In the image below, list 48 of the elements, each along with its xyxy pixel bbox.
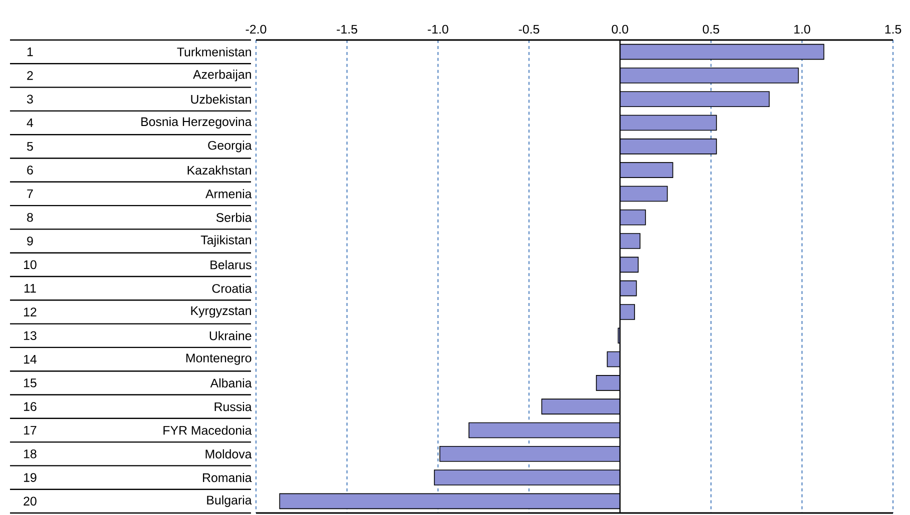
text: 9 (27, 236, 33, 246)
text: 12 (24, 308, 36, 316)
y-tick-label: Turkmenistan (177, 47, 251, 56)
text: 11 (24, 284, 36, 293)
text: 1 (27, 48, 33, 56)
y-tick-label: Russia (214, 402, 252, 412)
y-tick-label: Ukraine (210, 331, 252, 340)
y-tick-label: Kazakhstan (188, 166, 251, 175)
text: 6 (27, 166, 33, 174)
x-tick-label: -1.5 (336, 24, 358, 34)
text: 15 (24, 378, 36, 388)
x-tick-label: 0.5 (702, 24, 720, 34)
y-tick-label: Bulgaria (207, 495, 252, 507)
y-tick-label: Bosnia Herzegovina (141, 116, 252, 129)
y-tick-label: Croatia (212, 284, 252, 293)
x-tick-label: 1.5 (885, 24, 902, 34)
y-tick-label: Albania (210, 378, 252, 388)
y-tick-label: Uzbekistan (191, 94, 251, 104)
y-tick-label: FYR Macedonia (164, 426, 252, 435)
y-tick-label: Georgia (208, 140, 252, 152)
text: 20 (24, 496, 36, 506)
text: 7 (27, 189, 33, 198)
x-tick-label: -2.0 (246, 24, 266, 34)
y-tick-label: Tajikistan (200, 235, 251, 247)
y-tick-label: Montenegro (186, 354, 252, 365)
text: 2 (27, 71, 33, 80)
text: 5 (27, 142, 33, 151)
text: 16 (24, 402, 36, 411)
text: 13 (24, 331, 36, 340)
y-tick-label: Belarus (210, 260, 252, 270)
text: 8 (27, 212, 33, 222)
y-tick-label: Kyrgyzstan (191, 306, 251, 318)
x-tick-label: 1.0 (794, 24, 810, 34)
text: 4 (26, 118, 34, 128)
y-tick-label: Armenia (205, 189, 252, 198)
text: 19 (24, 473, 36, 482)
y-tick-label: Moldova (206, 449, 252, 458)
text: 3 (27, 94, 33, 104)
y-tick-label: Romania (202, 472, 252, 482)
text: 18 (24, 449, 36, 458)
y-tick-label: Serbia (216, 212, 252, 222)
x-tick-label: -1.0 (428, 24, 448, 34)
y-tick-label: Azerbaijan (192, 70, 251, 82)
text: 10 (24, 260, 36, 270)
x-tick-label: -0.5 (518, 24, 540, 34)
text: 14 (24, 355, 37, 364)
x-tick-label: 0.0 (612, 24, 628, 34)
text: 17 (24, 426, 36, 435)
